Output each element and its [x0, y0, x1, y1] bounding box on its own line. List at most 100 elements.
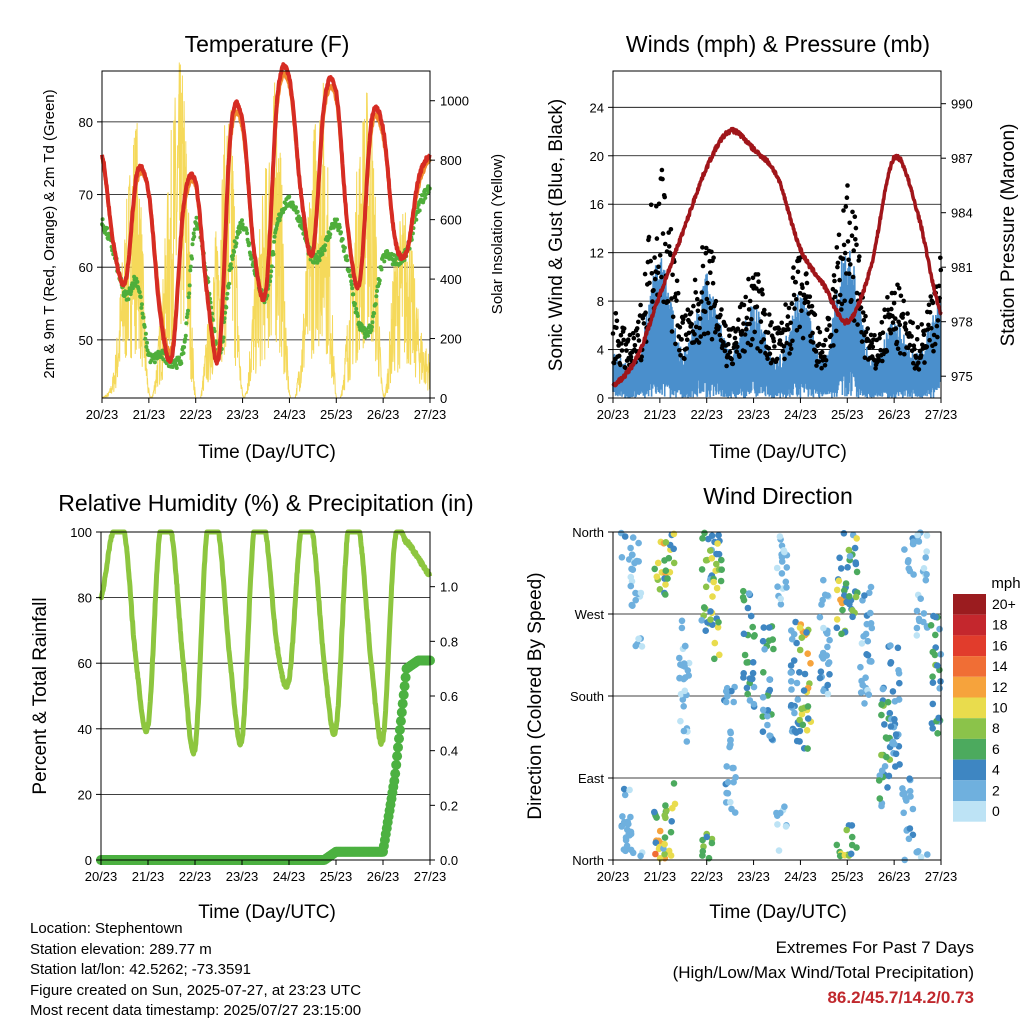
extremes-subtitle: (High/Low/Max Wind/Total Precipitation) [672, 963, 974, 982]
dewpoint-point [142, 324, 147, 329]
gust-point [879, 320, 885, 325]
gust-point [719, 307, 724, 312]
direction-point [826, 671, 833, 678]
gust-point [614, 318, 620, 324]
direction-point [744, 690, 751, 698]
gust-point [832, 278, 837, 284]
gust-point [693, 290, 698, 295]
winds-xlabel: Time (Day/UTC) [709, 442, 847, 463]
gust-point [791, 292, 797, 298]
gust-point [930, 300, 936, 306]
gust-point [657, 253, 663, 258]
dewpoint-point [188, 264, 193, 269]
gust-point [785, 314, 791, 319]
gust-point [853, 225, 859, 231]
direction-point [702, 627, 709, 634]
gust-point [833, 289, 838, 294]
gust-point [688, 310, 694, 315]
gust-point [854, 242, 859, 248]
gust-point [732, 335, 738, 341]
dewpoint-point [228, 262, 233, 267]
gust-point [631, 335, 637, 341]
y-tick-label: 8 [597, 294, 604, 309]
direction-point [793, 639, 800, 647]
gust-point [849, 233, 855, 238]
direction-point [718, 566, 725, 573]
direction-point [715, 618, 722, 626]
direction-point [726, 743, 733, 751]
direction-point [727, 798, 734, 806]
direction-point [864, 637, 872, 645]
direction-point [924, 851, 931, 858]
dewpoint-point [382, 259, 387, 264]
y2-tick-label: 975 [951, 369, 973, 384]
precipitation-point [394, 733, 404, 744]
x-tick-label: 27/23 [414, 407, 447, 422]
direction-point [637, 589, 645, 597]
y-tick-label: 0 [85, 853, 92, 868]
x-tick-label: 26/23 [878, 407, 911, 422]
direction-point [923, 532, 931, 539]
gust-point [635, 333, 640, 338]
gust-point [804, 271, 809, 276]
gust-point [762, 312, 768, 317]
direction-point [824, 690, 832, 698]
gust-point [723, 323, 728, 329]
direction-point [793, 679, 801, 687]
gust-point [699, 290, 705, 295]
gust-point [710, 280, 716, 286]
gust-point [679, 337, 684, 342]
y2-tick-label: 987 [951, 151, 973, 166]
x-tick-label: 25/23 [831, 407, 864, 422]
gust-point [727, 333, 732, 339]
gust-point [641, 321, 647, 326]
gust-point [636, 319, 641, 325]
dewpoint-point [349, 279, 354, 284]
direction-point [915, 538, 923, 545]
gust-point [891, 300, 897, 306]
gust-point [749, 316, 754, 322]
gust-point [831, 343, 836, 348]
gust-point [708, 270, 713, 276]
direction-point [796, 738, 803, 745]
dewpoint-point [234, 241, 239, 246]
gust-point [616, 353, 622, 359]
dewpoint-point [192, 227, 197, 232]
direction-point [914, 531, 921, 539]
gust-point [800, 285, 805, 291]
gust-point [831, 273, 837, 278]
x-tick-label: 22/23 [690, 869, 723, 884]
gust-point [765, 330, 771, 335]
direction-point [865, 691, 873, 698]
dewpoint-point [349, 282, 354, 287]
direction-point [759, 713, 766, 720]
dewpoint-point [187, 283, 192, 288]
gust-point [787, 351, 792, 356]
legend-swatch [953, 759, 986, 781]
gust-point [742, 332, 748, 337]
winds-title: Winds (mph) & Pressure (mb) [626, 31, 930, 57]
dewpoint-point [370, 320, 375, 325]
dewpoint-point [269, 264, 274, 269]
y-tick-label: 80 [78, 591, 92, 606]
gust-point [744, 326, 749, 332]
direction-point [730, 764, 737, 772]
direction-point [887, 723, 895, 730]
gust-point [915, 325, 921, 330]
dewpoint-point [374, 294, 379, 299]
gust-point [827, 323, 832, 328]
dewpoint-point [126, 297, 131, 302]
gust-point [861, 318, 867, 323]
direction-point [740, 587, 747, 595]
direction-point [936, 625, 943, 633]
direction-point [909, 805, 917, 813]
dewpoint-point [335, 217, 339, 222]
gust-point [743, 294, 748, 300]
dewpoint-point [226, 285, 231, 290]
gust-point [643, 310, 648, 316]
direction-point [749, 623, 756, 631]
dewpoint-point [295, 209, 300, 214]
direction-point [876, 772, 884, 779]
direction-point [618, 554, 626, 561]
gust-point [756, 279, 761, 285]
